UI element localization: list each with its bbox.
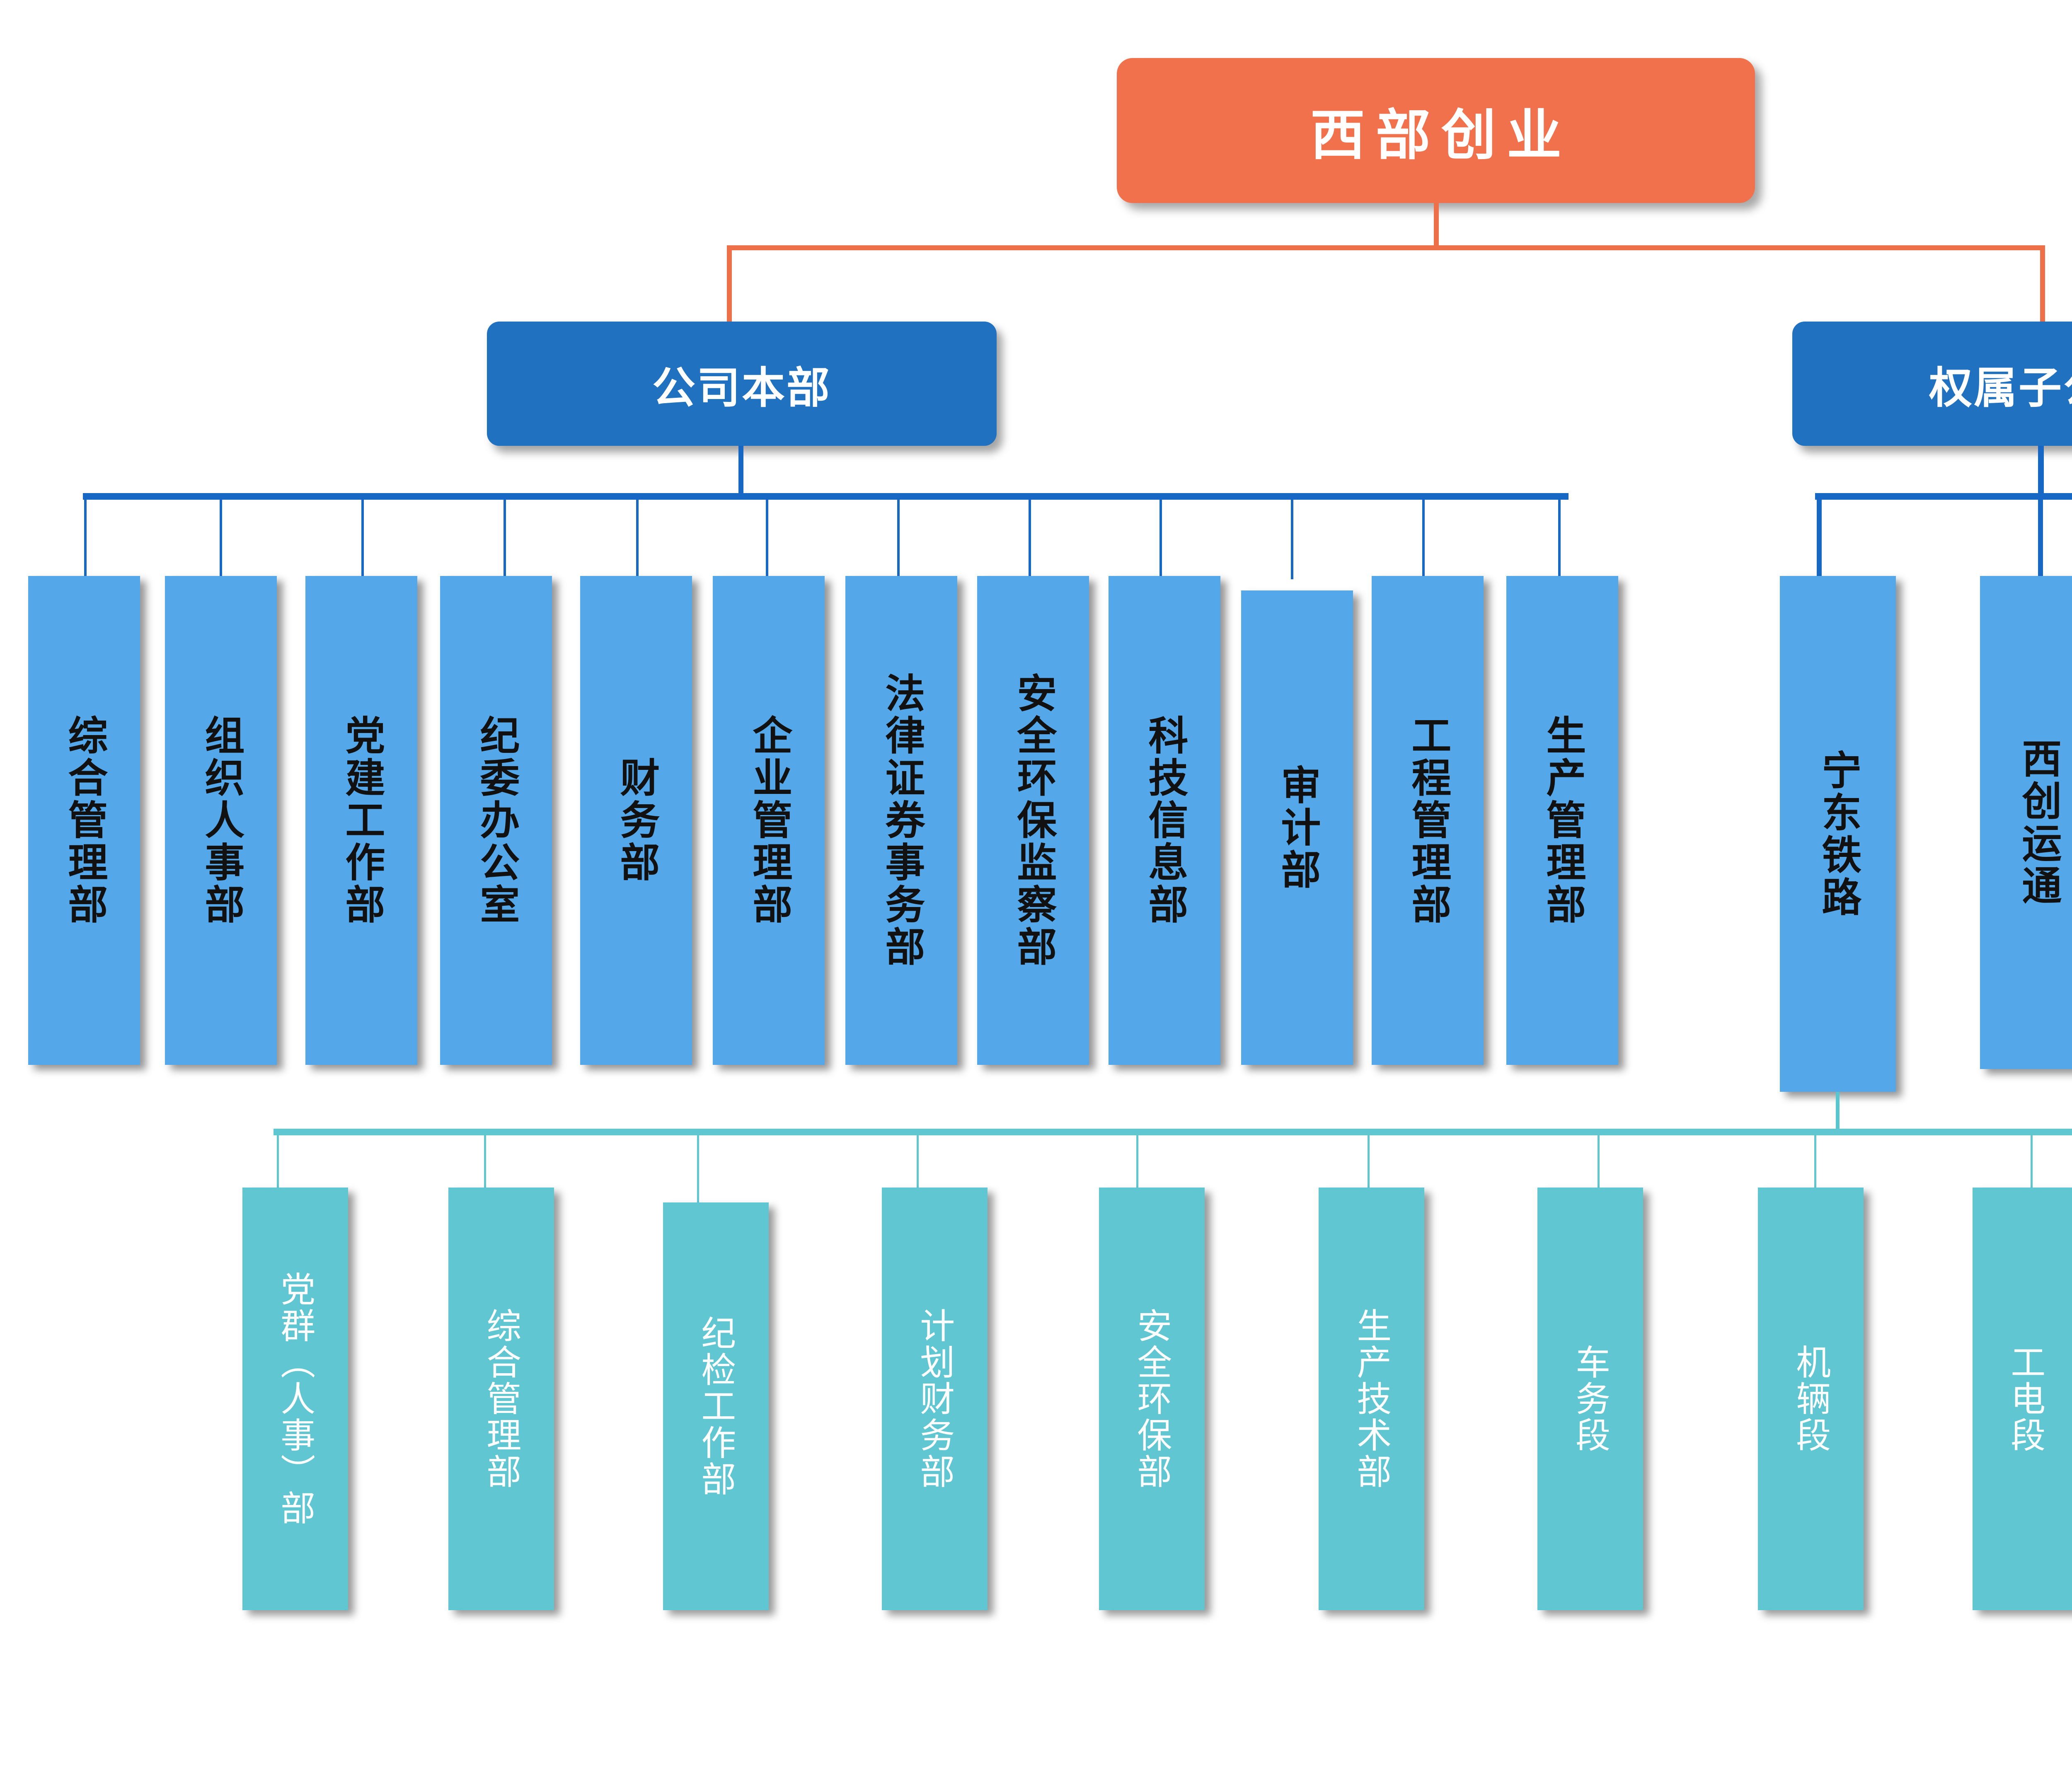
connector-department-drop (220, 496, 222, 579)
connector-railway-drop (1136, 1131, 1138, 1193)
connector-department-drop (1558, 496, 1561, 579)
subsidiary-node[interactable]: 西创运通 (1980, 576, 2072, 1069)
connector-department-drop (1029, 496, 1031, 579)
level2-node-subsidiaries[interactable]: 权属子公司 (1792, 322, 2072, 446)
department-node[interactable]: 法律证券事务部 (845, 576, 957, 1065)
department-node[interactable]: 生产管理部 (1506, 576, 1618, 1065)
connector-root-stem (1434, 203, 1439, 249)
railway-unit-node[interactable]: 生产技术部 (1319, 1188, 1424, 1610)
department-label: 法律证券事务部 (879, 672, 924, 968)
connector-railway-drop (697, 1131, 699, 1208)
department-node[interactable]: 审计部 (1241, 590, 1353, 1065)
railway-unit-node[interactable]: 车务段 (1537, 1188, 1643, 1610)
connector-subsidiary-drop (2038, 496, 2043, 579)
railway-unit-node[interactable]: 计划财务部 (882, 1188, 988, 1610)
railway-unit-label: 工电段 (2006, 1344, 2045, 1454)
department-label: 工程管理部 (1405, 715, 1450, 926)
railway-unit-node[interactable]: 安全环保部 (1099, 1188, 1205, 1610)
department-node[interactable]: 工程管理部 (1372, 576, 1484, 1065)
level2-node-label: 公司本部 (652, 364, 831, 412)
subsidiary-node[interactable]: 宁东铁路 (1780, 576, 1896, 1092)
connector-to-subsidiaries (2040, 245, 2045, 324)
connector-department-drop (1291, 496, 1293, 579)
department-label: 综合管理部 (62, 715, 107, 926)
connector-railway-drop (1814, 1131, 1816, 1193)
department-node[interactable]: 安全环保监察部 (977, 576, 1089, 1065)
railway-unit-label: 党群（人事）部 (276, 1271, 315, 1526)
level2-node-headquarters[interactable]: 公司本部 (487, 322, 997, 446)
connector-department-drop (1159, 496, 1162, 594)
connector-railway-drop (2031, 1131, 2033, 1193)
level2-node-label: 权属子公司 (1929, 364, 2072, 412)
department-label: 安全环保监察部 (1011, 672, 1055, 968)
connector-to-headquarters (727, 245, 732, 324)
department-node[interactable]: 科技信息部 (1109, 576, 1220, 1065)
department-label: 组织人事部 (198, 715, 243, 926)
connector-railway-drop (1368, 1131, 1370, 1193)
connector-department-drop (1422, 496, 1425, 579)
department-label: 财务部 (614, 757, 658, 884)
connector-railway-drop (1598, 1131, 1600, 1193)
department-node[interactable]: 组织人事部 (165, 576, 277, 1065)
railway-unit-label: 纪检工作部 (696, 1315, 736, 1497)
connector-railway-drop (484, 1131, 486, 1193)
department-label: 审计部 (1275, 764, 1319, 891)
railway-unit-label: 生产技术部 (1352, 1308, 1391, 1490)
connector-department-drop (503, 496, 506, 579)
railway-unit-node[interactable]: 综合管理部 (448, 1188, 554, 1610)
department-label: 党建工作部 (339, 715, 384, 926)
subsidiary-label: 宁东铁路 (1815, 749, 1860, 919)
railway-unit-node[interactable]: 机辆段 (1758, 1188, 1864, 1610)
department-label: 科技信息部 (1142, 715, 1187, 926)
connector-subsidiary-drop (1817, 496, 1822, 579)
railway-unit-label: 安全环保部 (1132, 1308, 1172, 1490)
connector-department-drop (361, 496, 364, 579)
railway-unit-node[interactable]: 纪检工作部 (663, 1202, 769, 1610)
subsidiary-label: 西创运通 (2016, 738, 2060, 907)
department-label: 生产管理部 (1540, 715, 1585, 926)
department-node[interactable]: 企业管理部 (713, 576, 825, 1065)
root-node-label: 西部创业 (1310, 104, 1572, 166)
connector-railway-stem (1836, 1092, 1840, 1133)
railway-unit-label: 综合管理部 (482, 1308, 521, 1490)
connector-departments-bus (83, 493, 1569, 500)
railway-unit-node[interactable]: 工电段 (1973, 1188, 2072, 1610)
railway-unit-node[interactable]: 党群（人事）部 (242, 1188, 348, 1610)
department-label: 企业管理部 (746, 715, 791, 926)
connector-department-drop (766, 496, 768, 579)
connector-railway-drop (277, 1131, 279, 1193)
department-node[interactable]: 纪委办公室 (440, 576, 552, 1065)
connector-subsidiaries-bus (1815, 493, 2072, 500)
railway-unit-label: 计划财务部 (915, 1308, 954, 1490)
connector-department-drop (897, 496, 900, 579)
connector-subsidiary-stem (2038, 446, 2044, 496)
connector-railway-bus (274, 1129, 2072, 1135)
railway-unit-label: 车务段 (1571, 1344, 1610, 1454)
department-node[interactable]: 财务部 (580, 576, 692, 1065)
connector-root-bus (729, 245, 2045, 250)
department-node[interactable]: 综合管理部 (28, 576, 140, 1065)
connector-hq-stem (738, 446, 743, 496)
connector-department-drop (84, 496, 87, 579)
railway-unit-label: 机辆段 (1791, 1344, 1830, 1454)
connector-department-drop (636, 496, 639, 579)
department-label: 纪委办公室 (474, 715, 518, 926)
connector-railway-drop (917, 1131, 919, 1193)
root-node-xibuchuangye[interactable]: 西部创业 (1117, 58, 1755, 203)
department-node[interactable]: 党建工作部 (305, 576, 417, 1065)
